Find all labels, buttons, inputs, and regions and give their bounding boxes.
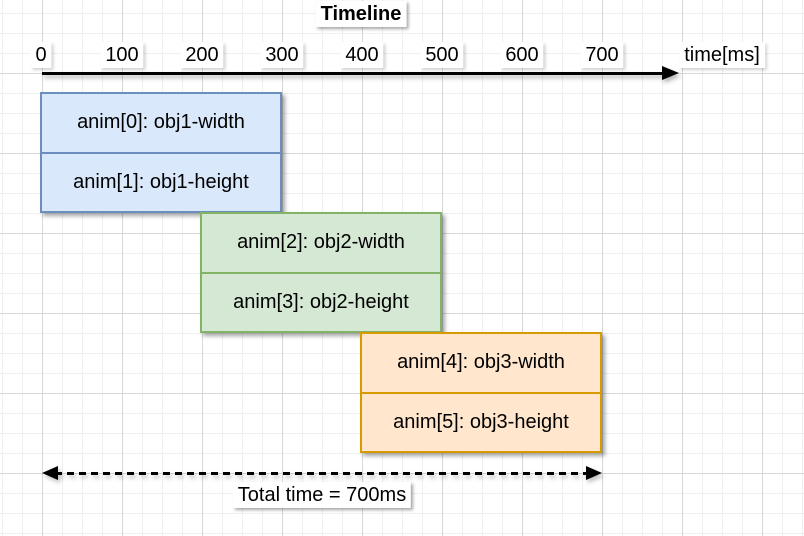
track-row: anim[2]: obj2-width [237,231,405,254]
arrowhead-left-icon [42,466,58,480]
total-time-label: Total time = 700ms [232,482,412,508]
track-row: anim[1]: obj1-height [42,151,280,212]
axis-tick-label: 100 [100,42,144,68]
track-obj2: anim[2]: obj2-width anim[3]: obj2-height [200,212,442,333]
track-obj1: anim[0]: obj1-width anim[1]: obj1-height [40,92,282,213]
track-row: anim[4]: obj3-width [397,351,565,374]
time-axis-line [42,72,664,75]
dashed-line [55,471,589,475]
axis-tick-label: 200 [180,42,224,68]
axis-tick-label: 300 [260,42,304,68]
axis-tick-label: 600 [500,42,544,68]
axis-arrowhead-icon [662,66,679,80]
track-row: anim[3]: obj2-height [202,271,440,332]
arrowhead-right-icon [586,466,602,480]
axis-tick-label: 500 [420,42,464,68]
axis-unit-label: time[ms] [679,42,765,68]
diagram-title: Timeline [315,1,407,27]
axis-tick-label: 400 [340,42,384,68]
track-row: anim[5]: obj3-height [362,391,600,452]
axis-tick-label: 700 [580,42,624,68]
axis-tick-label: 0 [30,42,52,68]
track-obj3: anim[4]: obj3-width anim[5]: obj3-height [360,332,602,453]
track-row: anim[0]: obj1-width [77,111,245,134]
